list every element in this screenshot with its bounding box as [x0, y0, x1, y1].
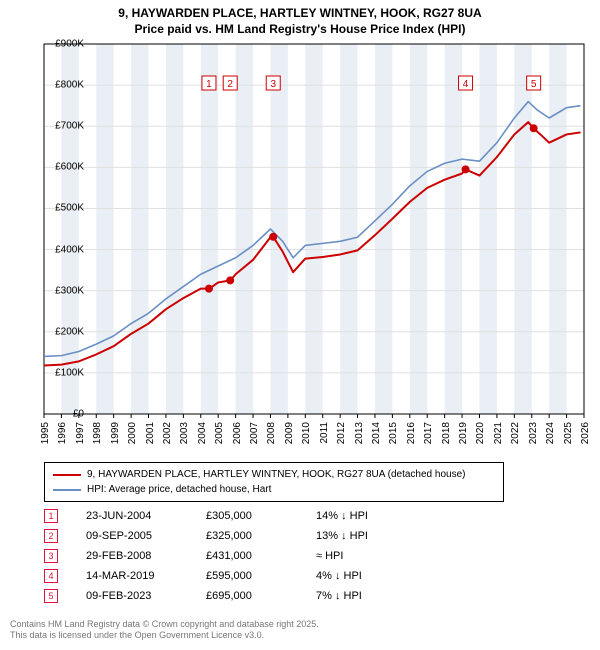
- transaction-row: 1 23-JUN-2004£305,00014% ↓ HPI: [44, 506, 436, 526]
- sale-marker-2: 2: [223, 76, 237, 90]
- y-tick-label: £600K: [44, 162, 84, 173]
- legend-label: 9, HAYWARDEN PLACE, HARTLEY WINTNEY, HOO…: [87, 467, 465, 482]
- y-tick-label: £900K: [44, 39, 84, 50]
- transactions-table: 1 23-JUN-2004£305,00014% ↓ HPI 2 09-SEP-200…: [44, 506, 436, 606]
- y-tick-label: £800K: [44, 80, 84, 91]
- footer-attribution: Contains HM Land Registry data © Crown c…: [10, 619, 319, 642]
- legend-swatch: [53, 474, 81, 476]
- plot-svg: 1 2 3 4 5: [44, 44, 584, 414]
- sale-dot: [205, 285, 213, 293]
- transaction-marker: 1: [44, 509, 58, 523]
- footer-line1: Contains HM Land Registry data © Crown c…: [10, 619, 319, 631]
- footer-line2: This data is licensed under the Open Gov…: [10, 630, 319, 642]
- svg-text:5: 5: [531, 79, 537, 90]
- legend-row: HPI: Average price, detached house, Hart: [53, 482, 495, 497]
- svg-text:4: 4: [463, 79, 469, 90]
- legend-swatch: [53, 489, 81, 491]
- transaction-marker: 2: [44, 529, 58, 543]
- transaction-price: £325,000: [206, 530, 316, 542]
- sale-dot: [530, 124, 538, 132]
- transaction-price: £431,000: [206, 550, 316, 562]
- plot-area: 12345 £0£100K£200K£300K£400K£500K£600K£7…: [44, 44, 584, 414]
- transaction-date: 14-MAR-2019: [86, 570, 206, 582]
- transaction-price: £695,000: [206, 590, 316, 602]
- transaction-price: £595,000: [206, 570, 316, 582]
- transaction-marker: 5: [44, 589, 58, 603]
- legend: 9, HAYWARDEN PLACE, HARTLEY WINTNEY, HOO…: [44, 462, 504, 502]
- svg-text:1: 1: [206, 79, 212, 90]
- transaction-row: 2 09-SEP-2005£325,00013% ↓ HPI: [44, 526, 436, 546]
- chart-container: 9, HAYWARDEN PLACE, HARTLEY WINTNEY, HOO…: [0, 0, 600, 650]
- title-line1: 9, HAYWARDEN PLACE, HARTLEY WINTNEY, HOO…: [10, 6, 590, 22]
- transaction-delta: 13% ↓ HPI: [316, 530, 436, 542]
- sale-marker-1: 1: [202, 76, 216, 90]
- svg-text:3: 3: [270, 79, 276, 90]
- y-tick-label: £700K: [44, 121, 84, 132]
- transaction-marker: 4: [44, 569, 58, 583]
- transaction-row: 4 14-MAR-2019£595,0004% ↓ HPI: [44, 566, 436, 586]
- sale-marker-3: 3: [266, 76, 280, 90]
- transaction-delta: ≈ HPI: [316, 550, 436, 562]
- y-tick-label: £500K: [44, 203, 84, 214]
- transaction-delta: 14% ↓ HPI: [316, 510, 436, 522]
- svg-text:2: 2: [227, 79, 233, 90]
- transaction-marker: 3: [44, 549, 58, 563]
- transaction-date: 09-FEB-2023: [86, 590, 206, 602]
- transaction-date: 23-JUN-2004: [86, 510, 206, 522]
- transaction-row: 5 09-FEB-2023£695,0007% ↓ HPI: [44, 586, 436, 606]
- y-tick-label: £300K: [44, 285, 84, 296]
- sale-dot: [226, 276, 234, 284]
- transaction-date: 29-FEB-2008: [86, 550, 206, 562]
- transaction-delta: 4% ↓ HPI: [316, 570, 436, 582]
- sale-dot: [269, 233, 277, 241]
- y-tick-label: £100K: [44, 367, 84, 378]
- transaction-delta: 7% ↓ HPI: [316, 590, 436, 602]
- sale-marker-4: 4: [459, 76, 473, 90]
- y-tick-label: £0: [44, 409, 84, 420]
- y-tick-label: £400K: [44, 244, 84, 255]
- title-line2: Price paid vs. HM Land Registry's House …: [10, 22, 590, 38]
- transaction-row: 3 29-FEB-2008£431,000≈ HPI: [44, 546, 436, 566]
- sale-marker-5: 5: [527, 76, 541, 90]
- transaction-price: £305,000: [206, 510, 316, 522]
- legend-row: 9, HAYWARDEN PLACE, HARTLEY WINTNEY, HOO…: [53, 467, 495, 482]
- sale-dot: [462, 165, 470, 173]
- legend-label: HPI: Average price, detached house, Hart: [87, 482, 271, 497]
- y-tick-label: £200K: [44, 326, 84, 337]
- chart-title: 9, HAYWARDEN PLACE, HARTLEY WINTNEY, HOO…: [0, 0, 600, 39]
- transaction-date: 09-SEP-2005: [86, 530, 206, 542]
